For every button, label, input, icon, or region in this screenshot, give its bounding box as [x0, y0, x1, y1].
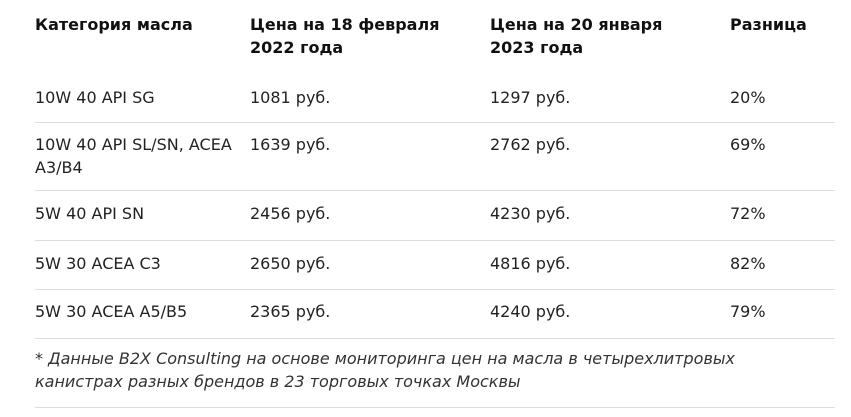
table-cell: 5W 40 API SN	[35, 204, 145, 223]
table-cell: 5W 30 ACEA C3	[35, 254, 161, 273]
row-divider	[35, 122, 835, 123]
table-cell: 1639 руб.	[250, 135, 331, 154]
header-cell: Цена на 20 января 2023 года	[490, 15, 663, 57]
table-cell: 2762 руб.	[490, 135, 571, 154]
table-cell: 20%	[730, 88, 766, 107]
table-cell: 4240 руб.	[490, 302, 571, 321]
table-cell: 1297 руб.	[490, 88, 571, 107]
row-divider	[35, 289, 835, 290]
table-cell: 69%	[730, 135, 766, 154]
header-cell: Цена на 18 февраля 2022 года	[250, 15, 440, 57]
table-cell: 2456 руб.	[250, 204, 331, 223]
row-divider	[35, 240, 835, 241]
table-cell: 2365 руб.	[250, 302, 331, 321]
table-cell: 82%	[730, 254, 766, 273]
table-cell: 4816 руб.	[490, 254, 571, 273]
row-divider	[35, 407, 835, 408]
table-cell: 2650 руб.	[250, 254, 331, 273]
footnote: * Данные B2X Consulting на основе монито…	[35, 349, 735, 391]
header-cell: Разница	[730, 15, 807, 34]
table-cell: 10W 40 API SL/SN, ACEA A3/B4	[35, 135, 232, 177]
header-cell: Категория масла	[35, 15, 193, 34]
table-cell: 5W 30 ACEA A5/B5	[35, 302, 188, 321]
row-divider	[35, 338, 835, 339]
table-cell: 79%	[730, 302, 766, 321]
table-cell: 4230 руб.	[490, 204, 571, 223]
table-cell: 1081 руб.	[250, 88, 331, 107]
table-cell: 72%	[730, 204, 766, 223]
table-cell: 10W 40 API SG	[35, 88, 155, 107]
row-divider	[35, 190, 835, 191]
